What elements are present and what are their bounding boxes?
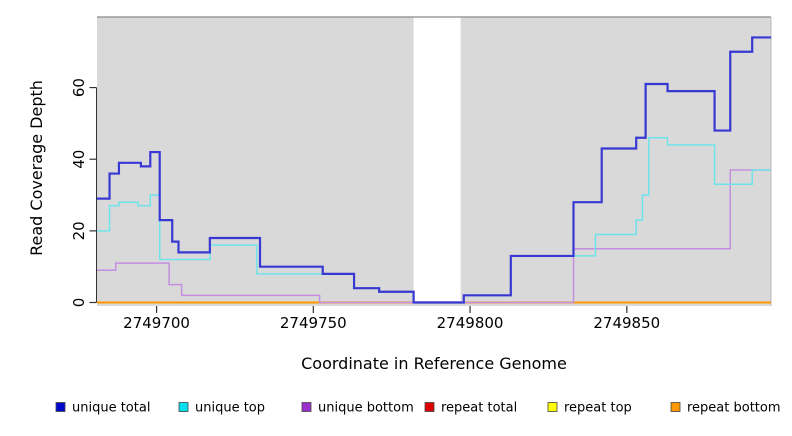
legend-swatch: [301, 402, 312, 412]
legend-item-unique-total: unique total: [55, 401, 150, 416]
legend-swatch: [178, 402, 189, 412]
legend-label: repeat total: [441, 401, 517, 416]
legend-label: unique total: [72, 401, 150, 416]
series-line-unique-bottom: [97, 169, 771, 304]
plot-background-layer: [97, 13, 772, 306]
x-tick-label: 2749850: [593, 314, 660, 332]
legend-item-unique-bottom: unique bottom: [301, 401, 414, 416]
legend-label: unique top: [195, 401, 265, 416]
legend-swatch: [55, 402, 66, 412]
legend-item-repeat-total: repeat total: [424, 401, 517, 416]
legend: unique total unique top unique bottom repea…: [55, 401, 781, 416]
legend-label: unique bottom: [318, 401, 414, 416]
masked-region: [413, 13, 461, 301]
y-tick-label: 0: [70, 298, 88, 308]
x-axis-title: Coordinate in Reference Genome: [301, 354, 567, 373]
x-tick-label: 2749750: [280, 314, 347, 332]
legend-item-unique-top: unique top: [178, 401, 265, 416]
x-tick-label: 2749700: [123, 314, 190, 332]
x-tick-label: 2749800: [437, 314, 504, 332]
y-axis-title: Read Coverage Depth: [27, 80, 46, 256]
legend-label: repeat top: [564, 401, 632, 416]
legend-item-repeat-bottom: repeat bottom: [670, 401, 781, 416]
axes-layer: 0 20 40 60 2749700 2749750 2749800 2749850: [70, 78, 660, 332]
legend-label: repeat bottom: [687, 401, 781, 416]
series-layer: [97, 36, 771, 304]
legend-item-repeat-top: repeat top: [547, 401, 632, 416]
y-tick-label: 60: [70, 78, 88, 97]
legend-swatch: [424, 402, 435, 412]
y-tick-label: 40: [70, 150, 88, 169]
legend-swatch: [670, 402, 681, 412]
y-tick-label: 20: [70, 221, 88, 240]
legend-swatch: [547, 402, 558, 412]
series-line-unique-total: [97, 36, 771, 304]
